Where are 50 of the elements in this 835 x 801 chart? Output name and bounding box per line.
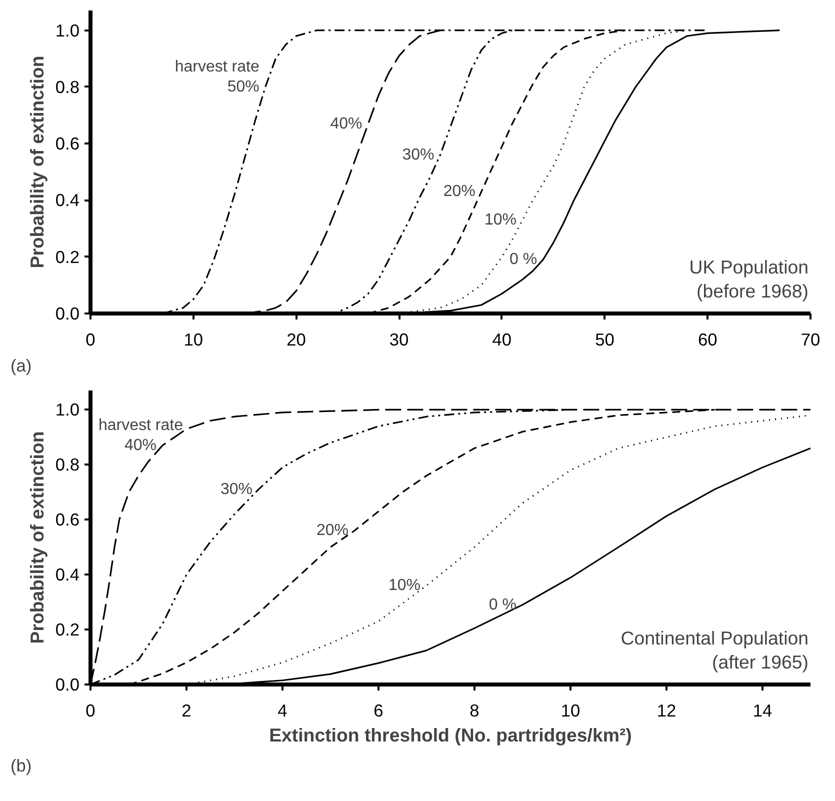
series-label: 10% xyxy=(388,577,421,594)
x-tick-label: 70 xyxy=(800,330,820,350)
annotation: harvest rate xyxy=(174,58,260,76)
series-label: 40% xyxy=(124,436,157,454)
annotation: (before 1968) xyxy=(696,280,809,302)
series-label: 0 % xyxy=(488,596,517,614)
annotation: Continental Population xyxy=(620,628,809,648)
y-tick-label: 0.6 xyxy=(55,510,80,530)
x-tick-label: 60 xyxy=(698,330,718,350)
y-tick-label: 1.0 xyxy=(55,400,80,420)
x-tick-label: 10 xyxy=(184,330,203,350)
y-tick-label: 0.4 xyxy=(55,190,80,210)
x-tick-label: 10 xyxy=(560,700,580,720)
x-tick-label: 6 xyxy=(374,700,384,720)
x-tick-label: 12 xyxy=(656,700,676,720)
y-tick-label: 0.8 xyxy=(55,454,80,475)
text: (b) xyxy=(10,756,32,776)
y-tick-label: 0.0 xyxy=(55,304,80,324)
x-tick-label: 14 xyxy=(752,700,772,720)
y-tick-label: 0.6 xyxy=(55,134,80,154)
annotation: UK Population xyxy=(689,256,809,278)
series-label: 30% xyxy=(220,480,253,498)
annotation: harvest rate xyxy=(98,416,184,434)
series-label: 20% xyxy=(443,183,476,200)
y-tick-label: 0.2 xyxy=(55,620,80,640)
series-label: 0 % xyxy=(510,251,538,268)
text: (a) xyxy=(10,356,32,376)
y-tick-label: 0.2 xyxy=(55,246,80,267)
y-tick-label: 0.4 xyxy=(55,564,80,585)
series-label: 40% xyxy=(330,115,362,132)
x-tick-label: 2 xyxy=(182,700,192,720)
y-axis-title: Probability of extinction xyxy=(26,431,48,644)
y-axis-title: Probability of extinction xyxy=(26,56,48,268)
series-label: 50% xyxy=(227,78,260,96)
x-tick-label: 8 xyxy=(470,700,480,720)
series-label: 30% xyxy=(402,146,434,164)
x-axis-title: Extinction threshold (No. partridges/km²) xyxy=(269,724,632,746)
x-tick-label: 0 xyxy=(86,330,96,350)
y-tick-label: 0.0 xyxy=(55,674,80,694)
x-tick-label: 40 xyxy=(492,330,512,350)
x-tick-label: 20 xyxy=(286,330,306,350)
y-tick-label: 0.8 xyxy=(55,76,80,97)
x-tick-label: 30 xyxy=(389,330,409,350)
series-label: 10% xyxy=(484,212,517,229)
x-tick-label: 50 xyxy=(595,330,614,350)
series-label: 20% xyxy=(316,522,349,540)
x-tick-label: 4 xyxy=(278,700,288,720)
x-tick-label: 0 xyxy=(86,700,96,720)
y-tick-label: 1.0 xyxy=(55,20,80,40)
annotation: (after 1965) xyxy=(712,652,809,672)
